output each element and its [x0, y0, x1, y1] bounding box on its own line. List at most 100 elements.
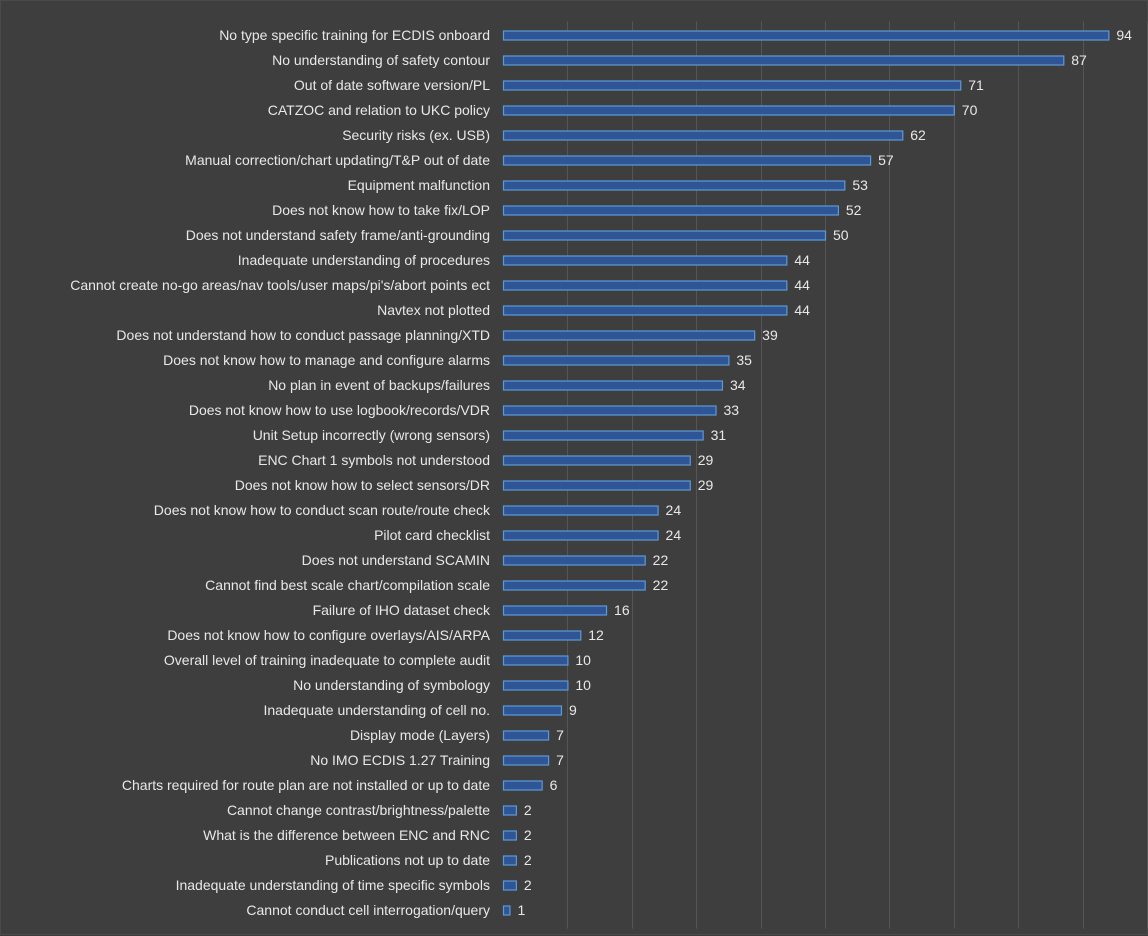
bar: [502, 555, 646, 566]
category-label: Cannot conduct cell interrogation/query: [246, 902, 490, 918]
data-label: 2: [524, 827, 532, 843]
bar: [502, 230, 827, 241]
bar: [502, 80, 962, 91]
category-label: No IMO ECDIS 1.27 Training: [310, 752, 490, 768]
bar: [502, 205, 839, 216]
data-label: 10: [575, 677, 591, 693]
category-label: No understanding of symbology: [293, 677, 490, 693]
bar: [502, 605, 608, 616]
category-label: Cannot create no-go areas/nav tools/user…: [70, 277, 490, 293]
category-label: No type specific training for ECDIS onbo…: [219, 27, 490, 43]
bar: [502, 105, 955, 116]
data-label: 71: [968, 77, 984, 93]
category-label: Publications not up to date: [325, 852, 490, 868]
bar: [502, 905, 511, 916]
category-label: Out of date software version/PL: [294, 77, 490, 93]
data-label: 35: [736, 352, 752, 368]
data-label: 29: [698, 452, 714, 468]
data-label: 87: [1071, 52, 1087, 68]
data-label: 53: [852, 177, 868, 193]
category-label: Security risks (ex. USB): [342, 127, 490, 143]
category-label: Does not know how to conduct scan route/…: [154, 502, 491, 518]
category-label: Does not know how to take fix/LOP: [272, 202, 490, 218]
data-label: 24: [666, 527, 682, 543]
category-label: Does not understand SCAMIN: [302, 552, 490, 568]
bar: [502, 705, 563, 716]
data-label: 29: [698, 477, 714, 493]
bar: [502, 505, 659, 516]
bar: [502, 130, 904, 141]
data-label: 7: [556, 752, 564, 768]
bar: [502, 180, 846, 191]
bar: [502, 405, 717, 416]
category-label: Inadequate understanding of procedures: [238, 252, 490, 268]
data-label: 44: [794, 302, 810, 318]
bar: [502, 255, 788, 266]
data-label: 1: [517, 902, 525, 918]
bar: [502, 780, 543, 791]
bar: [502, 480, 691, 491]
category-label: Failure of IHO dataset check: [313, 602, 491, 618]
data-label: 24: [666, 502, 682, 518]
bar: [502, 355, 730, 366]
bar: [502, 630, 582, 641]
bar: [502, 830, 517, 841]
bar: [502, 155, 872, 166]
bar: [502, 280, 788, 291]
data-label: 2: [524, 877, 532, 893]
category-label: Equipment malfunction: [348, 177, 490, 193]
category-label: Does not know how to use logbook/records…: [189, 402, 490, 418]
data-label: 7: [556, 727, 564, 743]
data-label: 33: [724, 402, 740, 418]
bar: [502, 380, 724, 391]
category-label: What is the difference between ENC and R…: [203, 827, 490, 843]
category-label: No plan in event of backups/failures: [268, 377, 490, 393]
category-label: Does not understand safety frame/anti-gr…: [186, 227, 490, 243]
category-label: Inadequate understanding of time specifi…: [176, 877, 490, 893]
category-label: Pilot card checklist: [374, 527, 490, 543]
data-label: 22: [653, 577, 669, 593]
bar: [502, 530, 659, 541]
data-label: 39: [762, 327, 778, 343]
data-label: 57: [878, 152, 894, 168]
bar: [502, 855, 517, 866]
bar: [502, 880, 517, 891]
data-label: 16: [614, 602, 630, 618]
data-label: 31: [711, 427, 727, 443]
bar: [502, 755, 550, 766]
category-label: Charts required for route plan are not i…: [122, 777, 490, 793]
bar: [502, 55, 1065, 66]
bar: [502, 680, 569, 691]
category-label: Does not know how to select sensors/DR: [235, 477, 490, 493]
category-label: Overall level of training inadequate to …: [164, 652, 490, 668]
bar: [502, 330, 756, 341]
data-label: 2: [524, 852, 532, 868]
category-label: Does not understand how to conduct passa…: [116, 327, 490, 343]
category-label: Does not know how to manage and configur…: [163, 352, 490, 368]
data-label: 9: [569, 702, 577, 718]
bar: [502, 455, 691, 466]
bar: [502, 655, 569, 666]
category-label: Manual correction/chart updating/T&P out…: [185, 152, 490, 168]
data-label: 44: [794, 277, 810, 293]
category-label: ENC Chart 1 symbols not understood: [258, 452, 490, 468]
bar: [502, 30, 1110, 41]
data-label: 52: [846, 202, 862, 218]
data-label: 62: [910, 127, 926, 143]
data-label: 34: [730, 377, 746, 393]
bar: [502, 730, 550, 741]
category-label: Does not know how to configure overlays/…: [167, 627, 490, 643]
bar: [502, 430, 704, 441]
data-label: 94: [1116, 27, 1132, 43]
bar: [502, 805, 517, 816]
bar: [502, 305, 788, 316]
data-label: 50: [833, 227, 849, 243]
data-label: 12: [588, 627, 604, 643]
category-label: CATZOC and relation to UKC policy: [268, 102, 490, 118]
data-label: 44: [794, 252, 810, 268]
category-label: Cannot change contrast/brightness/palett…: [227, 802, 490, 818]
data-label: 70: [962, 102, 978, 118]
data-label: 2: [524, 802, 532, 818]
